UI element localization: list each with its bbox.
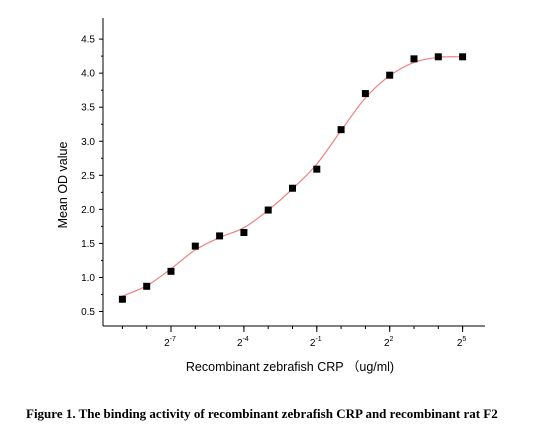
data-point (386, 71, 394, 79)
data-point (337, 126, 345, 134)
data-points (118, 53, 467, 303)
y-tick-label: 2.0 (81, 205, 95, 216)
axes (102, 18, 485, 327)
y-tick-label: 0.5 (81, 307, 95, 318)
y-tick-label: 1.5 (81, 239, 95, 250)
data-point (289, 184, 296, 192)
data-point (167, 267, 175, 275)
data-point (240, 229, 248, 237)
x-axis-title: Recombinant zebrafish CRP （ug/ml) (186, 360, 394, 374)
data-point (361, 90, 369, 98)
data-point (143, 282, 151, 290)
y-tick-label: 1.0 (81, 273, 95, 284)
x-tick-label: 2-4 (237, 336, 249, 349)
data-point (264, 206, 272, 214)
x-tick-label: 2-1 (310, 336, 322, 349)
data-point (313, 165, 321, 173)
y-tick-label: 3.5 (81, 103, 95, 114)
y-tick-label: 4.5 (81, 35, 95, 46)
figure-caption: Figure 1. The binding activity of recomb… (26, 406, 498, 421)
y-tick-label: 4.0 (81, 69, 95, 80)
y-axis-title: Mean OD value (56, 142, 70, 229)
data-point (434, 53, 442, 61)
fit-curve (122, 56, 463, 297)
data-point (216, 232, 224, 240)
y-tick-label: 3.0 (81, 137, 95, 148)
data-point (459, 53, 467, 61)
data-point (118, 295, 126, 303)
data-point (191, 242, 199, 250)
y-tick-label: 2.5 (81, 171, 95, 182)
ticks: 0.5 1.0 1.5 2.0 2.5 3.0 3.5 4.0 4.5 2-7 2-4 2-1 22 25 (81, 35, 466, 349)
data-point (410, 55, 418, 63)
x-tick-label: 22 (384, 336, 394, 349)
x-tick-label: 2-7 (164, 336, 176, 349)
x-tick-label: 25 (457, 336, 467, 349)
